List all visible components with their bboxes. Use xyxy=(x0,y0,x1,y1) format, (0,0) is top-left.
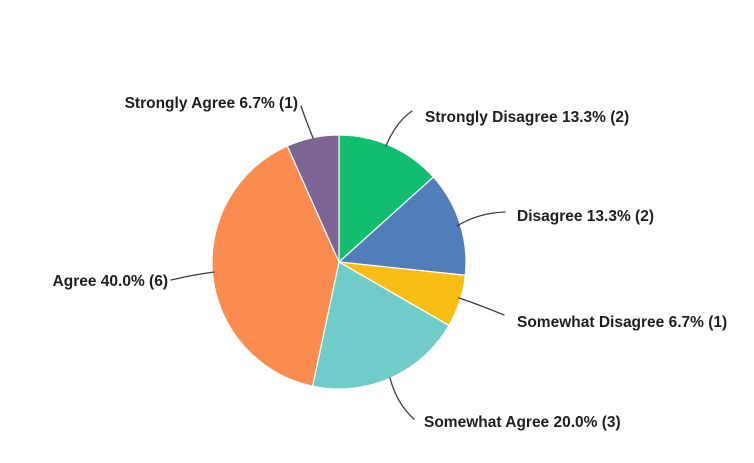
pie-slices xyxy=(211,134,467,390)
leader-lines xyxy=(170,105,506,420)
label-strongly-disagree: Strongly Disagree 13.3% (2) xyxy=(425,109,629,126)
leader-line-strongly-disagree xyxy=(385,110,413,147)
leader-line-somewhat-disagree xyxy=(458,297,505,316)
leader-line-strongly-agree xyxy=(300,105,314,139)
pie-slice-agree xyxy=(211,145,340,387)
pie-slice-disagree xyxy=(338,176,467,276)
label-agree: Agree 40.0% (6) xyxy=(53,273,168,290)
label-disagree: Disagree 13.3% (2) xyxy=(517,208,654,225)
label-somewhat-agree: Somewhat Agree 20.0% (3) xyxy=(424,414,621,431)
leader-line-agree xyxy=(170,271,215,281)
label-strongly-agree: Strongly Agree 6.7% (1) xyxy=(125,95,298,112)
leader-line-disagree xyxy=(456,211,506,227)
slice-labels: Strongly Disagree 13.3% (2) Disagree 13.… xyxy=(53,95,728,431)
pie-slice-strongly-disagree xyxy=(338,134,434,263)
leader-line-somewhat-agree xyxy=(389,377,415,420)
label-somewhat-disagree: Somewhat Disagree 6.7% (1) xyxy=(517,314,727,331)
